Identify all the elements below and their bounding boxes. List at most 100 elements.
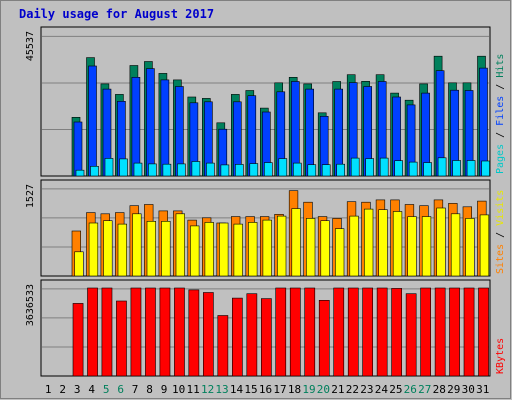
- legend-kbytes: KBytes: [495, 338, 506, 374]
- bar-sites-day-15: [248, 222, 258, 277]
- day-label-25: 25: [389, 383, 402, 396]
- bar-kbytes-day-4: [87, 287, 98, 377]
- chart-panels: 45537 Pages / Files / Hits 1527 Sites / Vis…: [25, 26, 506, 377]
- legend-part: Files: [495, 96, 506, 126]
- bar-pages-day-15: [249, 163, 259, 177]
- bar-pages-day-24: [379, 157, 389, 177]
- bar-kbytes-day-29: [449, 287, 460, 377]
- bar-kbytes-day-31: [478, 287, 489, 377]
- bar-sites-day-17: [276, 215, 287, 277]
- bar-pages-day-20: [321, 164, 331, 177]
- bar-files-day-8: [146, 68, 155, 177]
- day-label-9: 9: [161, 383, 168, 396]
- bar-pages-day-14: [235, 164, 244, 177]
- bar-kbytes-day-22: [347, 287, 359, 377]
- ytick-label-kbytes: 3636533: [25, 284, 36, 326]
- day-label-7: 7: [132, 383, 139, 396]
- day-label-21: 21: [331, 383, 344, 396]
- day-label-8: 8: [146, 383, 153, 396]
- bar-sites-day-26: [407, 216, 417, 277]
- day-label-3: 3: [74, 383, 81, 396]
- bar-sites-day-9: [161, 221, 171, 277]
- day-label-17: 17: [273, 383, 286, 396]
- bar-files-day-9: [160, 79, 170, 177]
- day-label-23: 23: [360, 383, 373, 396]
- day-label-4: 4: [88, 383, 95, 396]
- legend-visits-sites: Sites / Visits: [495, 190, 506, 274]
- ytick-label-visits-sites: 1527: [25, 184, 36, 208]
- panel-visits-sites: 1527 Sites / Visits: [25, 179, 506, 277]
- bar-pages-day-9: [162, 163, 172, 177]
- bar-kbytes-day-19: [304, 287, 316, 377]
- bar-kbytes-day-14: [232, 297, 243, 377]
- day-label-15: 15: [244, 383, 257, 396]
- bar-kbytes-day-12: [203, 292, 214, 377]
- day-label-12: 12: [201, 383, 214, 396]
- bar-kbytes-day-26: [405, 293, 417, 377]
- legend-part: Hits: [495, 54, 506, 78]
- legend-part: /: [495, 126, 506, 144]
- bar-sites-day-29: [450, 213, 461, 277]
- bar-sites-day-12: [204, 222, 214, 277]
- legend-part: KBytes: [495, 338, 506, 374]
- bar-sites-day-14: [233, 223, 243, 277]
- legend-part: Sites: [495, 244, 506, 274]
- bar-pages-day-10: [177, 163, 186, 177]
- bar-sites-day-24: [378, 209, 388, 277]
- panel-hits-files-pages: 45537 Pages / Files / Hits: [25, 26, 506, 177]
- day-label-24: 24: [375, 383, 389, 396]
- bar-sites-day-28: [436, 207, 446, 277]
- day-label-29: 29: [447, 383, 460, 396]
- bar-sites-day-22: [349, 215, 359, 277]
- legend-part: Pages: [495, 144, 506, 174]
- bar-kbytes-day-15: [246, 293, 258, 377]
- bar-sites-day-6: [117, 223, 127, 277]
- bar-sites-day-25: [392, 211, 403, 277]
- bar-pages-day-7: [133, 162, 143, 177]
- bar-kbytes-day-28: [434, 287, 446, 377]
- bar-pages-day-29: [452, 160, 461, 177]
- bar-sites-day-18: [291, 208, 301, 277]
- day-label-6: 6: [117, 383, 124, 396]
- bar-kbytes-day-25: [391, 288, 403, 377]
- bar-pages-day-6: [119, 158, 128, 177]
- day-label-10: 10: [172, 383, 185, 396]
- day-label-28: 28: [433, 383, 446, 396]
- bar-pages-day-12: [206, 162, 215, 177]
- bar-pages-day-11: [191, 161, 201, 177]
- bar-pages-day-16: [263, 162, 273, 177]
- bar-sites-day-3: [74, 251, 84, 277]
- day-label-20: 20: [317, 383, 330, 396]
- bar-sites-day-10: [175, 213, 185, 277]
- legend-part: Visits: [495, 190, 506, 226]
- bar-sites-day-31: [479, 214, 490, 277]
- bar-sites-day-16: [262, 219, 272, 277]
- bar-kbytes-day-3: [72, 303, 84, 377]
- bar-kbytes-day-17: [275, 287, 287, 377]
- bar-sites-day-4: [88, 222, 99, 277]
- bar-pages-day-19: [307, 164, 317, 177]
- bar-sites-day-30: [465, 218, 475, 277]
- bar-kbytes-day-16: [260, 298, 272, 377]
- bar-pages-day-21: [336, 163, 346, 177]
- bar-sites-day-8: [146, 221, 156, 277]
- bar-kbytes-day-11: [188, 289, 200, 377]
- chart-title: Daily usage for August 2017: [19, 7, 214, 21]
- bar-kbytes-day-27: [420, 287, 432, 377]
- day-label-2: 2: [59, 383, 66, 396]
- bar-kbytes-day-21: [333, 287, 345, 377]
- bar-sites-day-11: [190, 225, 200, 277]
- day-axis-labels: 1 2 3 4 5 6 7 8 9 10 11 12 13 14 15 16 17 18 19 20 21 22 23 24 2…: [45, 383, 490, 396]
- bar-kbytes-day-24: [376, 287, 388, 377]
- day-label-18: 18: [288, 383, 301, 396]
- day-label-5: 5: [103, 383, 110, 396]
- bar-pages-day-23: [365, 158, 375, 177]
- day-label-16: 16: [259, 383, 272, 396]
- bar-kbytes-day-9: [159, 287, 171, 377]
- day-label-1: 1: [45, 383, 52, 396]
- bar-pages-day-13: [220, 164, 230, 177]
- panel-kbytes: 3636533 KBytes: [25, 279, 506, 377]
- day-label-11: 11: [186, 383, 199, 396]
- bar-kbytes-day-8: [145, 287, 156, 377]
